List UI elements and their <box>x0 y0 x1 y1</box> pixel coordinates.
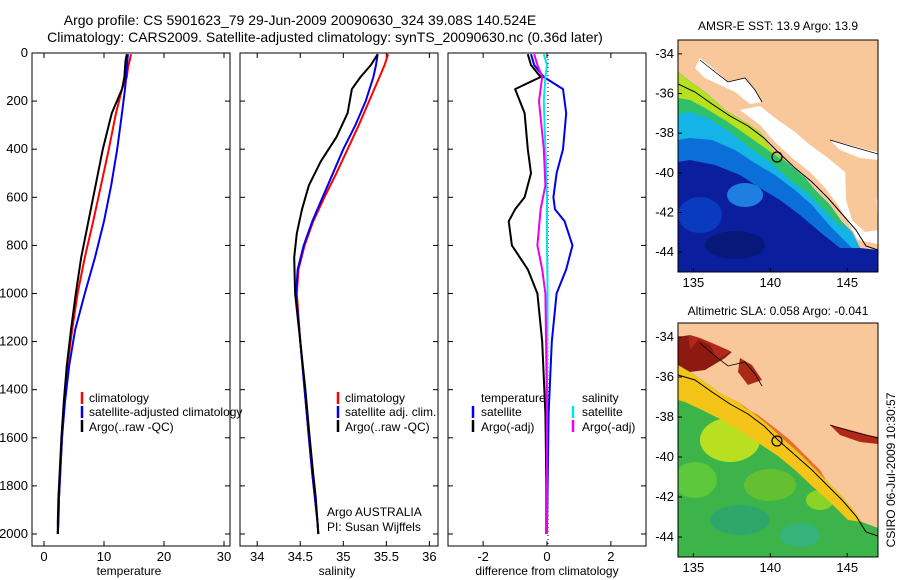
sst-map-axis: 135 140 145 -34 -36 -38 -40 -42 -44 <box>655 46 858 290</box>
y-tick-label: 400 <box>6 141 28 156</box>
map-x-tick-label: 145 <box>836 560 858 575</box>
sst-map-title: AMSR-E SST: 13.9 Argo: 13.9 <box>698 19 858 33</box>
map-y-tick-label: -40 <box>655 165 674 180</box>
y-tick-label: 1800 <box>0 478 28 493</box>
difference-x-label: difference from climatology <box>475 564 618 578</box>
x-tick-label: 0 <box>40 549 47 564</box>
sst-float-marker <box>771 151 783 163</box>
x-tick-label: 0 <box>543 549 550 564</box>
y-tick-label: 2000 <box>0 526 28 541</box>
x-tick-label: 34 <box>250 549 264 564</box>
map-y-tick-label: -44 <box>655 529 674 544</box>
y-tick-label: 800 <box>6 237 28 252</box>
series-line-satellite <box>530 53 574 535</box>
map-y-tick-label: -38 <box>655 409 674 424</box>
y-tick-label: 200 <box>6 93 28 108</box>
x-tick-label: 2 <box>607 549 614 564</box>
difference-series <box>507 53 574 535</box>
legend-label-temp-satellite: satellite <box>481 405 522 419</box>
title-line-2: Climatology: CARS2009. Satellite-adjuste… <box>47 29 603 45</box>
y-tick-label: 600 <box>6 189 28 204</box>
series-line-satellite-adjusted-climatology <box>56 54 129 535</box>
y-tick-label: 1600 <box>0 430 28 445</box>
series-line-satellite <box>542 53 549 534</box>
sla-map-frame <box>677 322 879 558</box>
x-tick-label: 35.5 <box>374 549 399 564</box>
map-y-tick-label: -34 <box>655 329 674 344</box>
y-tick-label: 1200 <box>0 334 28 349</box>
map-y-tick-label: -42 <box>655 489 674 504</box>
map-y-tick-label: -44 <box>655 244 674 259</box>
salinity-series <box>293 53 390 535</box>
series-line-argo-adj <box>507 53 548 534</box>
sst-map <box>678 40 878 272</box>
map-y-tick-label: -36 <box>655 369 674 384</box>
sst-map-frame <box>677 39 879 273</box>
legend-label-temp-argo: Argo(-adj) <box>481 420 534 434</box>
sla-float-marker <box>771 435 783 447</box>
map-y-tick-label: -34 <box>655 46 674 61</box>
x-tick-label: 36 <box>422 549 436 564</box>
legend-heading-salinity: salinity <box>582 391 619 405</box>
legend-heading-temperature: temperature <box>481 391 546 405</box>
legend-label-argo: Argo(..raw -QC) <box>345 420 430 434</box>
sla-map-title: Altimetric SLA: 0.058 Argo: -0.041 <box>688 304 869 318</box>
map-x-tick-label: 140 <box>759 560 781 575</box>
legend-label-climatology: climatology <box>89 391 149 405</box>
salinity-legend: climatology satellite adj. clim. Argo(..… <box>336 391 436 434</box>
map-y-tick-label: -38 <box>655 125 674 140</box>
salinity-x-label: salinity <box>319 564 356 578</box>
legend-label-climatology: climatology <box>345 391 405 405</box>
legend-label-sal-satellite: satellite <box>582 405 623 419</box>
difference-legend: temperature satellite Argo(-adj) salinit… <box>471 391 635 434</box>
title-line-1: Argo profile: CS 5901623_79 29-Jun-2009 … <box>64 12 537 28</box>
x-tick-label: 35 <box>336 549 350 564</box>
side-caption: CSIRO 06-Jul-2009 10:30:57 <box>884 392 898 547</box>
principal-investigator-label: PI: Susan Wijffels <box>327 520 421 534</box>
y-tick-label: 1400 <box>0 382 28 397</box>
map-y-tick-label: -42 <box>655 205 674 220</box>
map-x-tick-label: 140 <box>759 275 781 290</box>
map-y-tick-label: -36 <box>655 86 674 101</box>
argo-program-label: Argo AUSTRALIA <box>327 505 422 519</box>
x-tick-label: 34.5 <box>288 549 313 564</box>
series-line-argo-adj <box>533 53 548 534</box>
temperature-x-label: temperature <box>97 564 162 578</box>
series-line-argo-raw-qc <box>293 53 379 535</box>
salinity-panel-frame <box>239 52 439 547</box>
temperature-panel-frame <box>31 52 231 547</box>
x-tick-label: 20 <box>157 549 171 564</box>
x-tick-label: 10 <box>97 549 111 564</box>
temperature-series <box>56 54 132 535</box>
y-tick-label: 0 <box>21 45 28 60</box>
map-y-tick-label: -40 <box>655 449 674 464</box>
series-line-satellite-adj-clim <box>295 54 379 535</box>
y-tick-label: 1000 <box>0 285 28 300</box>
sla-map <box>678 323 878 557</box>
temperature-legend: climatology satellite-adjusted climatolo… <box>80 391 242 434</box>
map-x-tick-label: 135 <box>683 560 705 575</box>
map-x-tick-label: 135 <box>683 275 705 290</box>
legend-label-sal-argo: Argo(-adj) <box>582 420 635 434</box>
x-tick-label: -2 <box>477 549 489 564</box>
series-line-argo-raw-qc <box>56 54 128 534</box>
difference-axis: -2 0 2 <box>448 52 646 564</box>
legend-label-argo: Argo(..raw -QC) <box>89 420 174 434</box>
x-tick-label: 30 <box>217 549 231 564</box>
legend-label-satellite: satellite adj. clim. <box>345 405 436 419</box>
sla-map-axis: 135 140 145 -34 -36 -38 -40 -42 -44 <box>655 329 858 575</box>
temperature-axis: 0 10 20 30 0 200 400 600 800 1000 1200 1400 1600 1800… <box>0 45 231 564</box>
salinity-axis: 34 34.5 35 35.5 36 <box>240 52 438 564</box>
legend-label-satellite: satellite-adjusted climatology <box>89 405 242 419</box>
map-x-tick-label: 145 <box>836 275 858 290</box>
